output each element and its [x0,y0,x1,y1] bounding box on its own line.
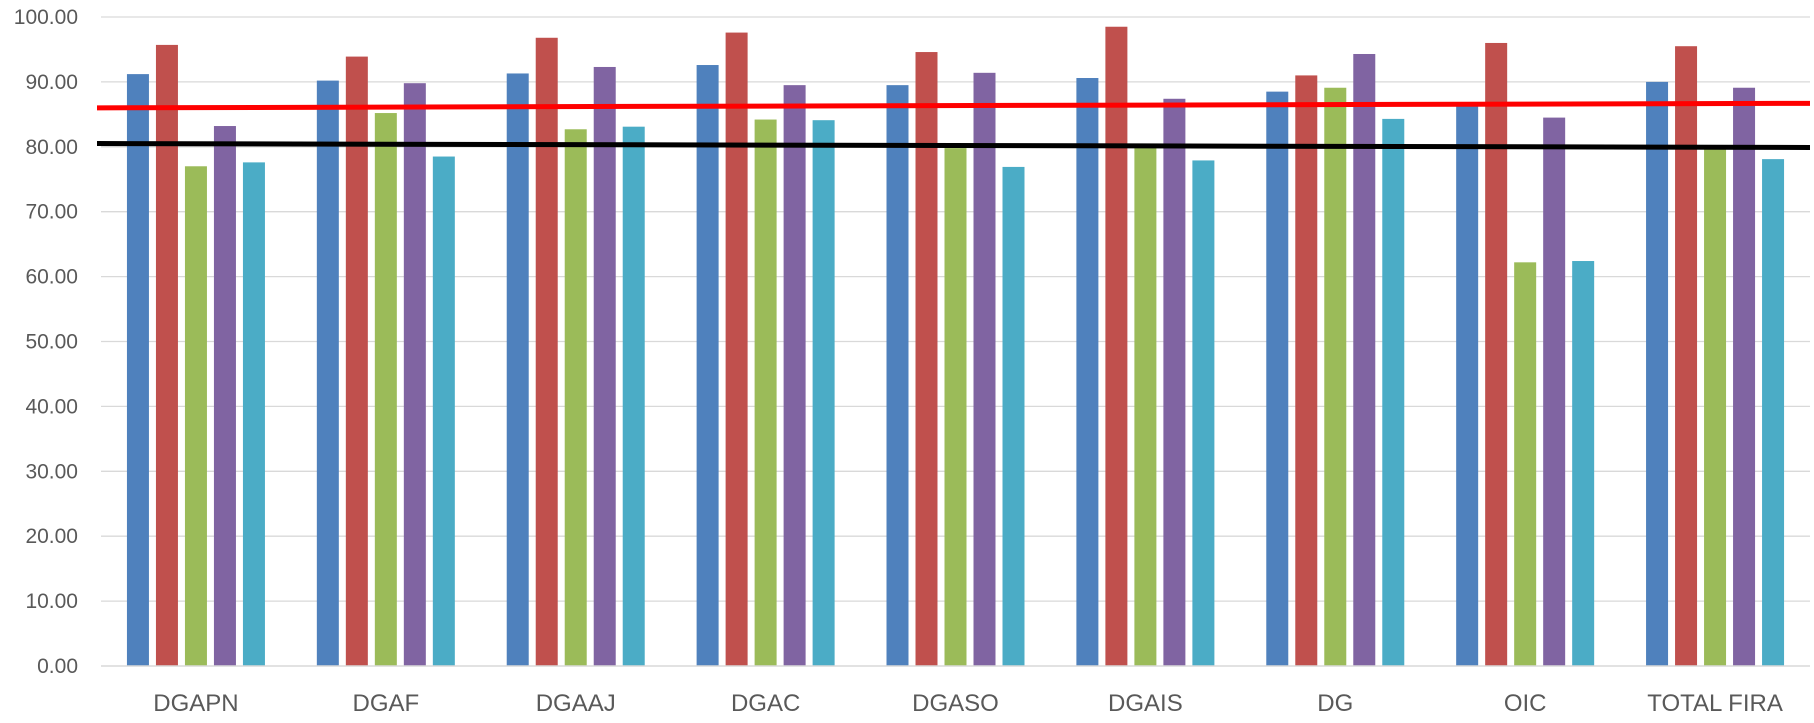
bar [783,85,806,666]
bar [1353,53,1376,667]
bar [886,85,909,666]
bar [812,120,835,667]
bar [1382,118,1405,666]
y-tick-label: 100.00 [14,6,78,29]
x-tick-label: DGASO [912,690,999,717]
bar [915,52,938,666]
bar [725,32,748,667]
bar [1514,262,1537,666]
y-tick-label: 20.00 [25,525,78,548]
bar [1295,75,1318,666]
x-tick-label: OIC [1504,690,1547,717]
bar [593,66,616,666]
x-tick-label: DGAF [352,690,419,717]
y-tick-label: 90.00 [25,71,78,94]
x-tick-label: DGAIS [1108,690,1183,717]
bar [1456,104,1479,667]
bar [126,74,149,666]
bar [973,72,996,666]
bar [1324,87,1347,667]
bar [403,83,426,666]
bar [242,162,265,666]
bar [374,113,397,666]
x-axis-tick-labels: DGAPN DGAF DGAAJ DGAC DGASO DGAIS DG OIC TOTAL F… [153,690,1783,717]
bar [155,44,178,667]
bar [535,37,558,666]
y-tick-label: 70.00 [25,201,78,224]
bar [1076,78,1099,667]
x-tick-label: DGAC [731,690,800,717]
bar [316,80,339,667]
bar [1646,81,1669,666]
bar [1134,148,1157,666]
bar [944,148,967,666]
y-axis-tick-labels: 0.00 10.00 20.00 30.00 40.00 50.00 60.00 70.00 8… [14,6,78,678]
y-tick-label: 40.00 [25,395,78,418]
bar [1762,159,1785,667]
bar [696,65,719,666]
reference-line [96,141,1811,150]
x-tick-label: DG [1317,690,1353,717]
bar [432,156,455,666]
bar [1572,261,1595,666]
y-tick-label: 30.00 [25,460,78,483]
bar [1543,117,1566,667]
bars [126,26,1785,667]
bar [345,56,368,667]
bar [564,129,587,667]
y-tick-label: 50.00 [25,331,78,354]
bar [184,166,207,666]
bar [754,119,777,667]
bar [1192,160,1215,666]
y-tick-label: 0.00 [37,655,78,678]
x-tick-label: TOTAL FIRA [1647,690,1783,717]
y-tick-label: 10.00 [25,590,78,613]
x-tick-label: DGAPN [153,690,238,717]
bar [1675,46,1698,666]
bar [1733,87,1756,667]
bar [213,126,236,667]
bar [1704,148,1727,666]
bar [1105,26,1128,667]
bar [1002,166,1025,666]
bar [622,126,645,666]
reference-lines [96,100,1811,150]
bar [1485,42,1508,666]
y-tick-label: 80.00 [25,136,78,159]
y-tick-label: 60.00 [25,266,78,289]
reference-line [96,100,1811,111]
x-tick-label: DGAAJ [536,690,616,717]
bar [1266,91,1289,666]
bar [506,73,529,666]
bar [1163,98,1186,667]
